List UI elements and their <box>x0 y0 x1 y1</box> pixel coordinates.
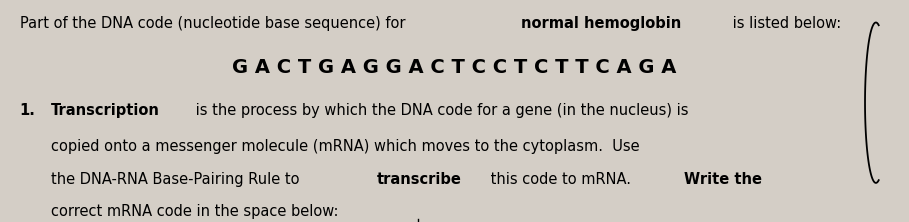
Text: this code to mRNA.: this code to mRNA. <box>486 172 640 187</box>
Text: copied onto a messenger molecule (mRNA) which moves to the cytoplasm.  Use: copied onto a messenger molecule (mRNA) … <box>51 139 640 154</box>
Text: transcribe: transcribe <box>377 172 462 187</box>
Text: Part of the DNA code (nucleotide base sequence) for: Part of the DNA code (nucleotide base se… <box>19 16 410 31</box>
Text: Write the: Write the <box>684 172 763 187</box>
Text: is the process by which the DNA code for a gene (in the nucleus) is: is the process by which the DNA code for… <box>191 103 689 118</box>
Text: G A C T G A G G A C T C C T C T T C A G A: G A C T G A G G A C T C C T C T T C A G … <box>233 58 676 77</box>
Text: the DNA-RNA Base-Pairing Rule to: the DNA-RNA Base-Pairing Rule to <box>51 172 305 187</box>
Text: Transcription: Transcription <box>51 103 160 118</box>
Text: is listed below:: is listed below: <box>727 16 841 31</box>
Text: 1.: 1. <box>19 103 35 118</box>
Text: normal hemoglobin: normal hemoglobin <box>522 16 682 31</box>
Text: correct mRNA code in the space below:: correct mRNA code in the space below: <box>51 204 339 219</box>
